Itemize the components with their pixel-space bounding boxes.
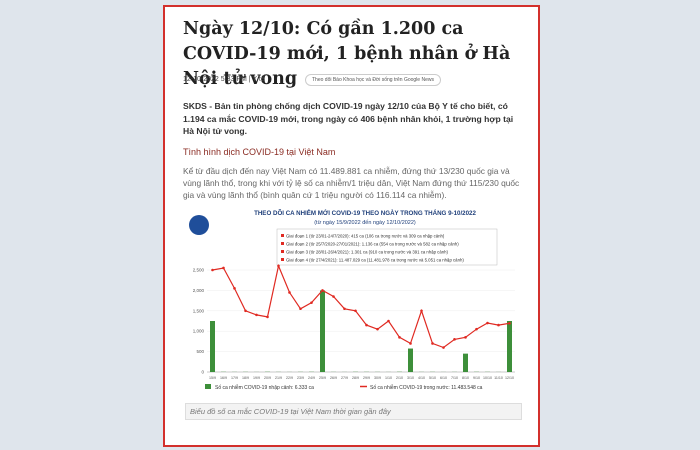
y-tick-label: 2,000 bbox=[193, 288, 205, 293]
x-tick-label: 4/10 bbox=[418, 376, 425, 380]
y-tick-label: 0 bbox=[201, 370, 204, 375]
x-tick-label: 28/9 bbox=[352, 376, 359, 380]
point bbox=[277, 264, 280, 268]
bar bbox=[463, 353, 468, 372]
x-tick-label: 23/9 bbox=[297, 376, 304, 380]
bar bbox=[320, 290, 325, 372]
subheading: Tình hình dịch COVID-19 tại Việt Nam bbox=[183, 147, 336, 157]
paragraph: Kể từ đầu dịch đến nay Việt Nam có 11.48… bbox=[183, 166, 520, 200]
point bbox=[233, 287, 236, 290]
x-tick-label: 18/9 bbox=[242, 376, 249, 380]
point bbox=[266, 315, 269, 319]
point bbox=[475, 327, 478, 331]
note: Giai đoạn 3 (từ 28/01-26/4/2021): 1.301 … bbox=[286, 250, 448, 255]
x-tick-label: 2/10 bbox=[396, 376, 403, 380]
note: Giai đoạn 2 (từ 25/7/2020-27/01/2021): 1… bbox=[286, 242, 459, 247]
point bbox=[409, 342, 412, 345]
line bbox=[212, 263, 510, 349]
point bbox=[321, 289, 324, 292]
logo bbox=[189, 215, 209, 235]
notes-box bbox=[276, 228, 498, 266]
x-tick-label: 9/10 bbox=[473, 376, 480, 380]
x-tick-label: 16/9 bbox=[220, 376, 227, 380]
point bbox=[464, 336, 467, 339]
x-tick-label: 7/10 bbox=[451, 376, 458, 380]
point bbox=[497, 323, 500, 327]
x-tick-label: 24/9 bbox=[308, 376, 315, 380]
point bbox=[288, 291, 291, 294]
point bbox=[420, 309, 423, 313]
article-title: Ngày 12/10: Có gần 1.200 ca COVID-19 mới… bbox=[183, 19, 511, 89]
point bbox=[431, 342, 434, 345]
article-card: Ngày 12/10: Có gần 1.200 ca COVID-19 mới… bbox=[163, 5, 540, 447]
y-tick-label: 2,500 bbox=[193, 268, 205, 273]
x-tick-label: 26/9 bbox=[330, 376, 337, 380]
y-tick-label: 1,000 bbox=[193, 329, 205, 334]
x-tick-label: 1/10 bbox=[385, 376, 392, 380]
x-tick-label: 20/9 bbox=[264, 376, 271, 380]
x-tick-label: 25/9 bbox=[319, 376, 326, 380]
point bbox=[222, 266, 225, 270]
lead-paragraph: SKDS - Bản tin phòng chống dịch COVID-19… bbox=[183, 101, 514, 136]
point bbox=[365, 323, 368, 327]
note-bullet bbox=[281, 250, 284, 253]
legend-label: Số ca nhiễm COVID-19 nhập cảnh: 6.333 ca bbox=[215, 384, 314, 391]
point bbox=[343, 307, 346, 311]
caption: Biểu đồ số ca mắc COVID-19 tại Việt Nam … bbox=[185, 403, 522, 420]
bar bbox=[210, 321, 215, 372]
y-tick-label: 1,500 bbox=[193, 308, 205, 313]
point bbox=[442, 346, 445, 349]
point bbox=[332, 295, 335, 298]
point bbox=[453, 338, 456, 341]
point bbox=[211, 268, 214, 272]
chart-title: THEO DÕI CA NHIỄM MỚI COVID-19 THEO NGÀY… bbox=[254, 209, 476, 217]
point bbox=[310, 301, 313, 304]
y-tick-label: 500 bbox=[196, 349, 204, 354]
x-tick-label: 8/10 bbox=[462, 376, 469, 380]
legend-swatch bbox=[205, 384, 211, 389]
x-tick-label: 30/9 bbox=[374, 376, 381, 380]
chart: THEO DÕI CA NHIỄM MỚI COVID-19 THEO NGÀY… bbox=[185, 205, 520, 402]
follow-button[interactable]: Theo dõi Báo Khoa học và Đời sống trên G… bbox=[305, 74, 441, 86]
x-tick-label: 5/10 bbox=[429, 376, 436, 380]
note-bullet bbox=[281, 258, 284, 261]
point bbox=[486, 321, 489, 325]
note-bullet bbox=[281, 242, 284, 245]
x-tick-label: 10/10 bbox=[483, 376, 492, 380]
x-tick-label: 15/9 bbox=[209, 376, 216, 380]
point bbox=[255, 313, 258, 317]
point bbox=[299, 307, 302, 311]
note: Giai đoạn 4 (từ 27/4/2021): 11.487.029 c… bbox=[286, 258, 464, 263]
x-tick-label: 29/9 bbox=[363, 376, 370, 380]
article-meta: 12-10-2022 5:33 PM | Y tế bbox=[183, 76, 265, 83]
x-tick-label: 27/9 bbox=[341, 376, 348, 380]
note: Giai đoạn 1 (từ 23/01-24/7/2020): 415 ca… bbox=[286, 234, 445, 239]
chart-subtitle: (từ ngày 15/9/2022 đến ngày 12/10/2022) bbox=[314, 220, 416, 226]
x-tick-label: 22/9 bbox=[286, 376, 293, 380]
bar bbox=[408, 348, 413, 372]
point bbox=[354, 309, 357, 313]
point bbox=[398, 336, 401, 339]
x-tick-label: 3/10 bbox=[407, 376, 414, 380]
x-tick-label: 21/9 bbox=[275, 376, 282, 380]
point bbox=[244, 309, 247, 313]
legend-label: Số ca nhiễm COVID-19 trong nước: 11.483.… bbox=[370, 384, 483, 391]
x-tick-label: 12/10 bbox=[505, 376, 514, 380]
note-bullet bbox=[281, 234, 284, 237]
x-tick-label: 19/9 bbox=[253, 376, 260, 380]
point bbox=[376, 327, 379, 331]
point bbox=[387, 319, 390, 323]
x-tick-label: 6/10 bbox=[440, 376, 447, 380]
x-tick-label: 17/9 bbox=[231, 376, 238, 380]
x-tick-label: 11/10 bbox=[494, 376, 503, 380]
bar bbox=[507, 321, 512, 372]
point bbox=[508, 321, 511, 325]
